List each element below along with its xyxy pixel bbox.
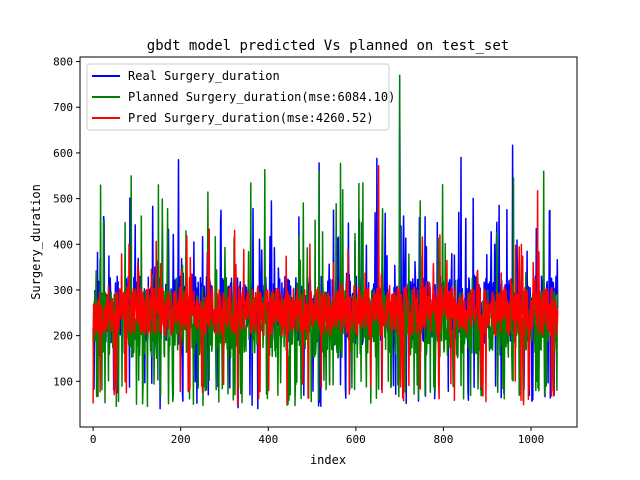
y-tick-label: 400 [53, 238, 73, 251]
y-tick-label: 300 [53, 284, 73, 297]
x-tick-label: 400 [258, 433, 278, 446]
y-axis-label: Surgery_duration [29, 184, 43, 300]
x-axis: 0 200 400 600 800 1000 [90, 427, 544, 446]
x-tick-label: 1000 [518, 433, 545, 446]
chart-title: gbdt model predicted Vs planned on test_… [147, 38, 509, 54]
legend: Real Surgery_duration Planned Surgery_dur… [86, 63, 395, 131]
legend-label: Pred Surgery_duration(mse:4260.52) [128, 111, 374, 125]
x-tick-label: 200 [171, 433, 191, 446]
x-axis-label: index [310, 453, 346, 467]
y-tick-label: 500 [53, 193, 73, 206]
legend-label: Real Surgery_duration [128, 69, 280, 83]
x-tick-label: 0 [90, 433, 97, 446]
y-tick-label: 700 [53, 101, 73, 114]
series-line-3 [92, 164, 559, 407]
x-tick-label: 800 [434, 433, 454, 446]
x-tick-label: 600 [346, 433, 366, 446]
y-tick-label: 800 [53, 56, 73, 69]
legend-box [86, 63, 390, 131]
y-tick-label: 600 [53, 147, 73, 160]
legend-label: Planned Surgery_duration(mse:6084.10) [128, 90, 395, 104]
axes-frame [79, 56, 578, 428]
y-tick-label: 200 [53, 330, 73, 343]
plot-area [92, 74, 559, 410]
y-tick-label: 100 [53, 375, 73, 388]
y-axis: 100 200 300 400 500 600 700 800 [53, 56, 80, 388]
